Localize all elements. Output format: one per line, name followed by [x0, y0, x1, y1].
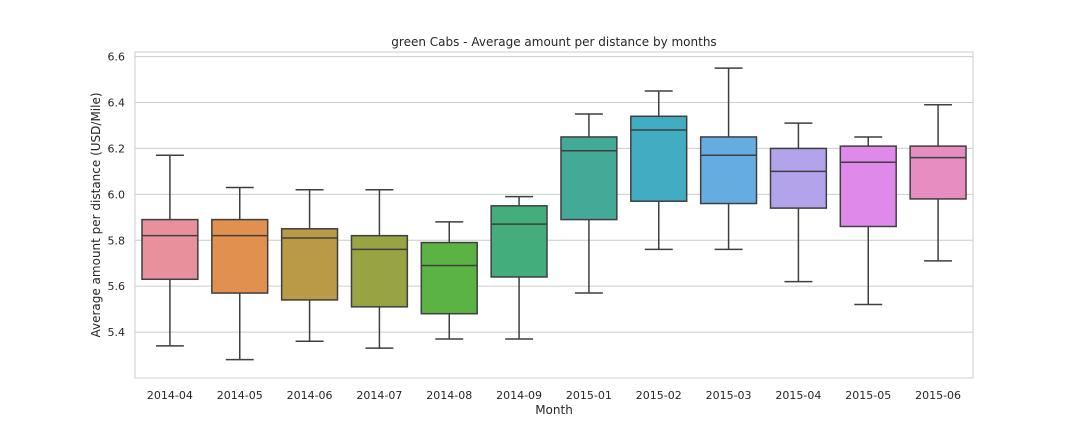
- x-tick-label: 2015-04: [775, 389, 821, 402]
- iqr-box: [490, 205, 548, 278]
- box-2014-07: [350, 188, 409, 349]
- x-tick-label: 2014-09: [496, 389, 542, 402]
- box-2014-09: [490, 195, 548, 340]
- y-tick-label: 6.4: [108, 97, 126, 110]
- boxes-group: [141, 67, 967, 361]
- y-tick-label: 6.0: [108, 188, 126, 201]
- y-tick-label: 5.4: [108, 326, 126, 339]
- y-tick-label: 5.6: [108, 280, 126, 293]
- y-tick-label: 5.8: [108, 234, 126, 247]
- iqr-box: [350, 234, 409, 308]
- box-2015-01: [560, 113, 618, 294]
- iqr-box: [769, 147, 828, 209]
- x-tick-label: 2014-06: [287, 389, 333, 402]
- x-tick-label: 2015-03: [706, 389, 752, 402]
- gridlines: [135, 56, 973, 333]
- y-tick-label: 6.6: [108, 51, 126, 64]
- x-tick-label: 2015-01: [566, 389, 612, 402]
- x-tick-label: 2015-06: [915, 389, 961, 402]
- box-2015-04: [769, 122, 828, 283]
- iqr-box: [141, 218, 199, 281]
- iqr-box: [909, 145, 967, 200]
- box-2015-06: [909, 104, 967, 262]
- box-2014-05: [211, 186, 269, 361]
- box-2014-08: [420, 221, 478, 340]
- iqr-box: [420, 241, 478, 315]
- y-tick-label: 6.2: [108, 142, 126, 155]
- iqr-box: [280, 228, 339, 301]
- chart-title: green Cabs - Average amount per distance…: [391, 35, 716, 49]
- x-tick-label: 2014-07: [356, 389, 402, 402]
- y-tick-labels: 5.4 5.6 5.8 6.0 6.2 6.4 6.6: [108, 51, 126, 339]
- x-axis-label: Month: [535, 403, 573, 417]
- box-2015-03: [699, 67, 758, 251]
- box-2015-05: [839, 136, 897, 306]
- iqr-box: [839, 145, 897, 228]
- x-tick-label: 2014-08: [426, 389, 472, 402]
- plot-frame: [134, 51, 974, 379]
- iqr-box: [699, 136, 758, 205]
- box-2014-04: [141, 154, 199, 347]
- x-tick-label: 2014-04: [147, 389, 193, 402]
- iqr-box: [211, 218, 269, 294]
- iqr-box: [630, 115, 688, 202]
- iqr-box: [560, 136, 618, 221]
- x-tick-label: 2015-05: [845, 389, 891, 402]
- x-tick-labels: 2014-04 2014-05 2014-06 2014-07 2014-08 2014-…: [147, 389, 961, 402]
- box-2015-02: [630, 90, 688, 251]
- x-tick-label: 2014-05: [217, 389, 263, 402]
- y-axis-label: Average amount per distance (USD/Mile): [89, 92, 103, 337]
- box-2014-06: [280, 188, 339, 343]
- x-tick-label: 2015-02: [636, 389, 682, 402]
